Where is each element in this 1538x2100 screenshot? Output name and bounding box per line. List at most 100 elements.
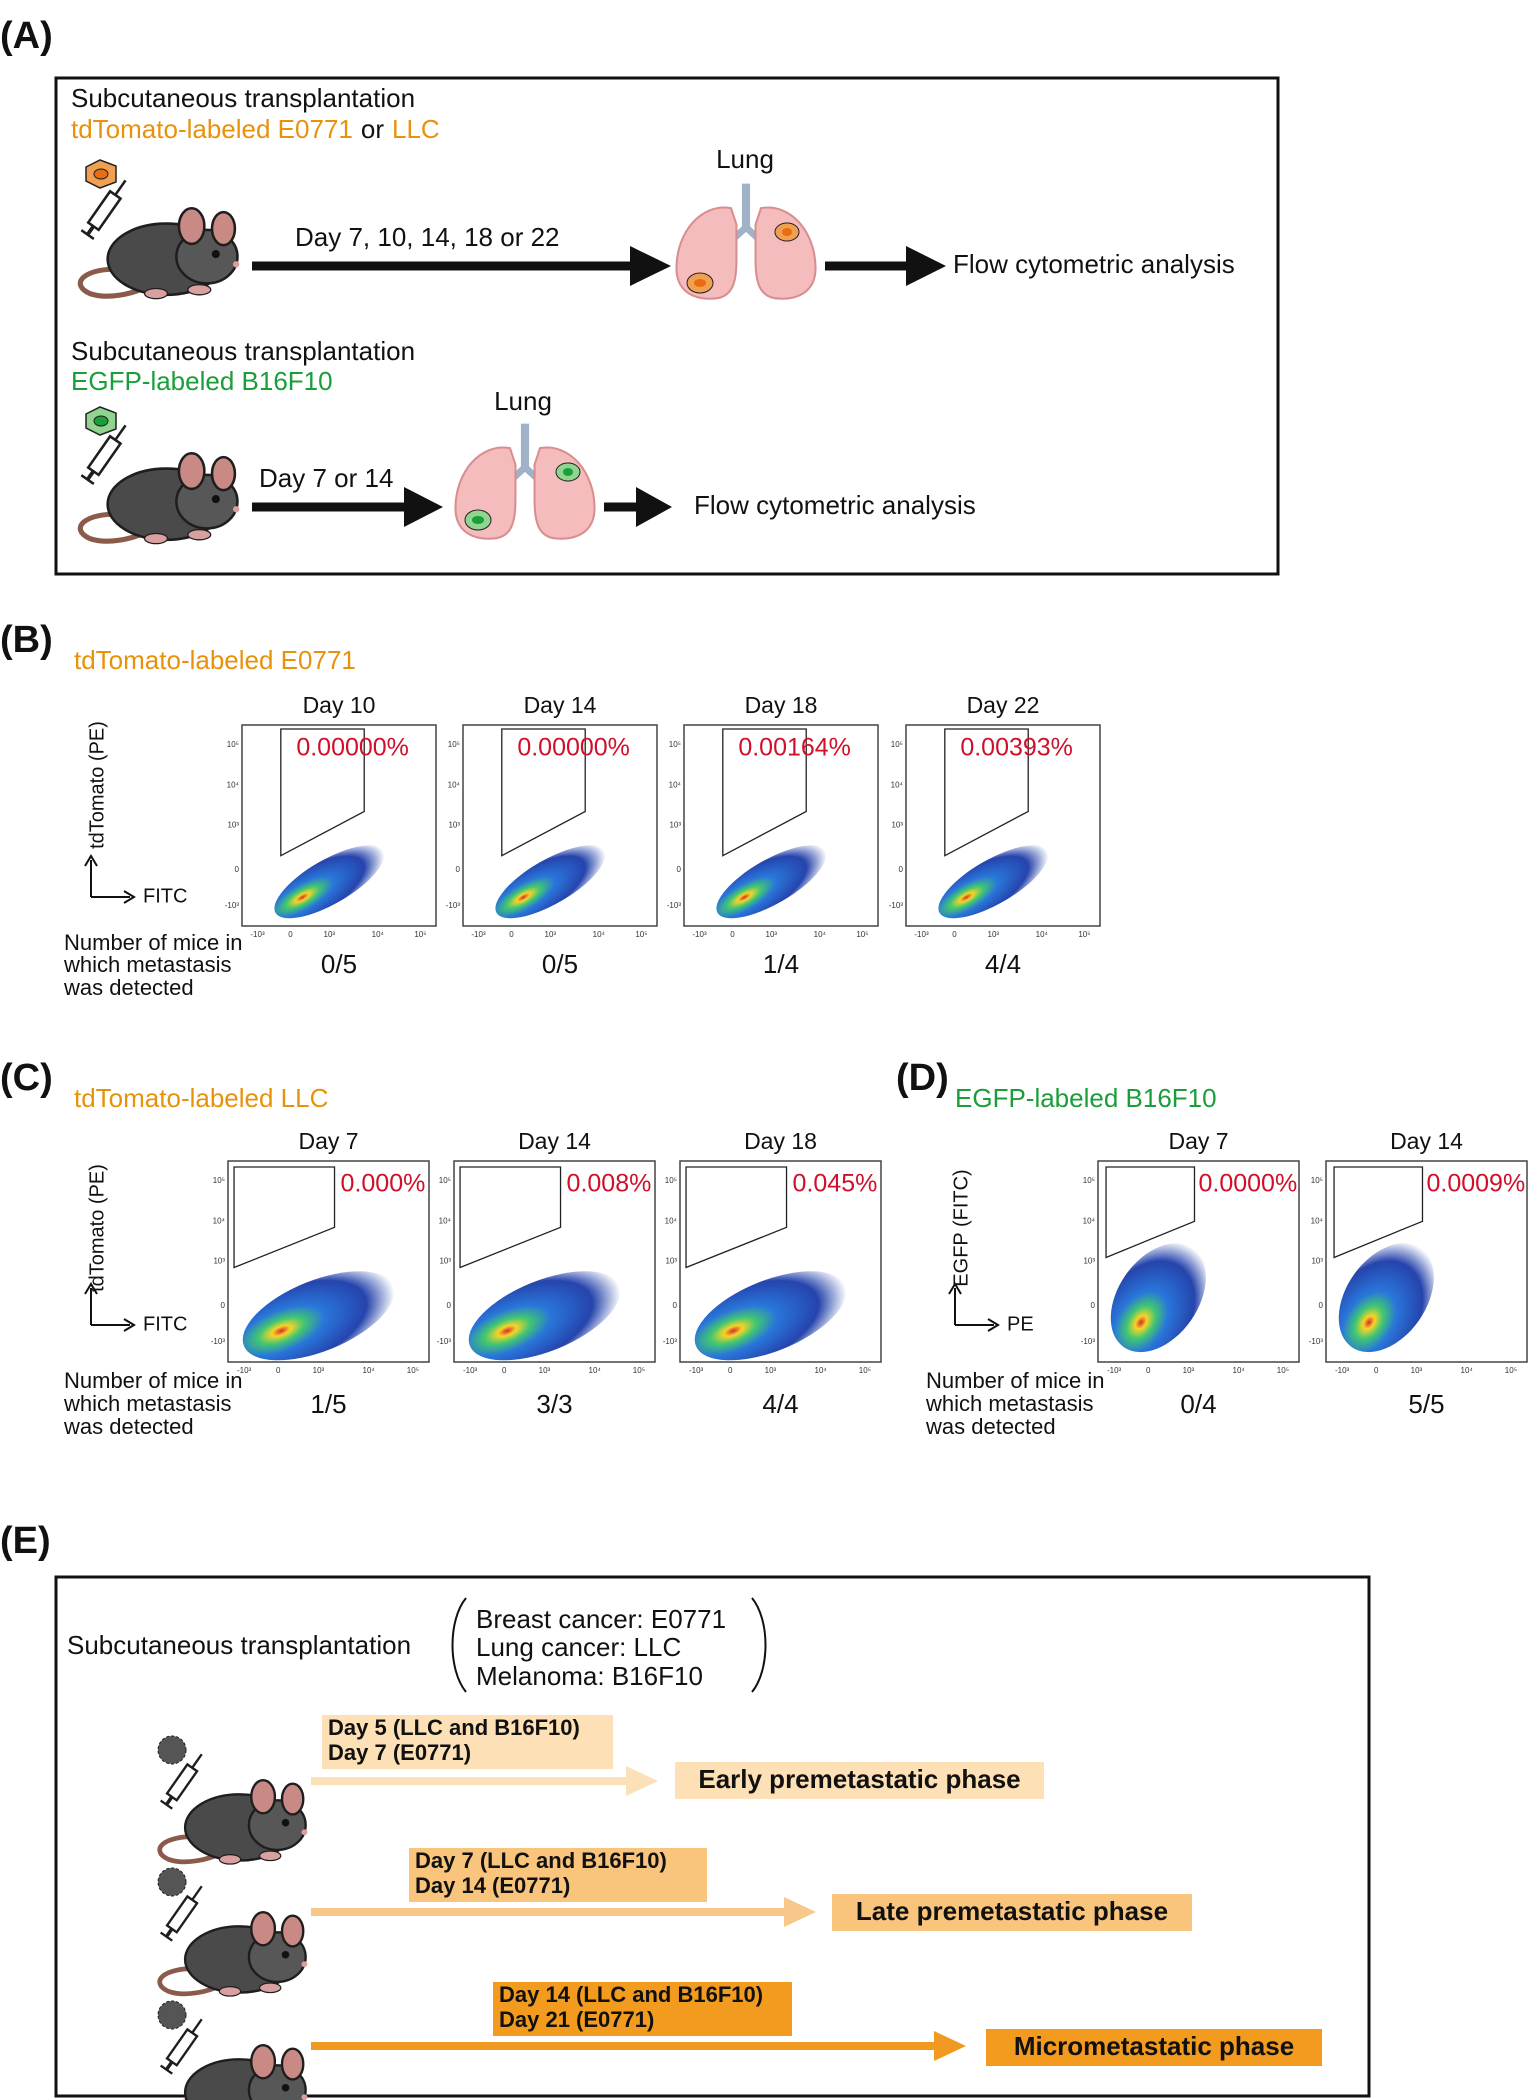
cell-cloud — [495, 845, 606, 919]
phase-name: Late premetastatic phase — [856, 1896, 1168, 1926]
panel-title: EGFP-labeled B16F10 — [955, 1083, 1217, 1113]
x-tick-label: -10³ — [1335, 1366, 1350, 1375]
row-label: Number of mice in — [926, 1368, 1105, 1393]
x-tick-label: 10³ — [313, 1366, 325, 1375]
row-label: which metastasis — [925, 1391, 1094, 1416]
y-tick-label: 0 — [447, 1301, 452, 1310]
phase-box — [832, 1894, 1192, 1931]
tumor-cell — [85, 159, 117, 189]
timing: Day 7, 10, 14, 18 or 22 — [295, 222, 560, 252]
panel-label: (C) — [0, 1057, 53, 1099]
phase-name: Early premetastatic phase — [698, 1764, 1020, 1794]
mouse-icon — [160, 2015, 308, 2100]
y-tick-label: 10³ — [1311, 1257, 1323, 1266]
phase-arrow-head — [934, 2031, 966, 2061]
cell-cloud — [716, 845, 827, 919]
timing-box — [322, 1715, 613, 1769]
flow-plot: Day 14 0.0009% 5/5 10⁵ 10⁴ 10³ 0 -10³ -10³ 0 10³ 10… — [1309, 1128, 1528, 1419]
row-label: which metastasis — [63, 1391, 232, 1416]
panel-label: (E) — [0, 1520, 51, 1562]
y-tick-label: 10⁵ — [669, 740, 681, 749]
y-tick-label: 10⁴ — [213, 1216, 226, 1225]
flow-plot: Day 14 0.008% 3/3 10⁵ 10⁴ 10³ 0 -10³ -10³ 0 10³ 10⁴… — [437, 1128, 656, 1419]
y-tick-label: 10³ — [213, 1257, 225, 1266]
cell-line: tdTomato-labeled E0771 — [71, 114, 353, 144]
y-tick-label: 10⁴ — [665, 1216, 678, 1225]
x-tick-label: 10⁴ — [363, 1366, 376, 1375]
y-axis-label: tdTomato (PE) — [86, 1164, 108, 1292]
y-tick-label: 10⁴ — [891, 780, 904, 789]
cell-cloud — [694, 1271, 847, 1361]
timing: Day 7 (LLC and B16F10) — [415, 1848, 667, 1873]
x-tick-label: 0 — [509, 930, 514, 939]
analysis: Flow cytometric analysis — [953, 249, 1235, 279]
x-tick-label: 0 — [1146, 1366, 1151, 1375]
x-tick-label: -10³ — [692, 930, 707, 939]
x-tick-label: 10⁴ — [815, 1366, 828, 1375]
mouse-icon — [80, 176, 239, 299]
timing-box — [493, 1982, 792, 2036]
timing: Day 14 (LLC and B16F10) — [499, 1982, 763, 2007]
day-label: Day 22 — [967, 692, 1040, 718]
flow-plot: Day 7 0.000% 1/5 10⁵ 10⁴ 10³ 0 -10³ -10³ 0 10³ 10⁴ 1… — [211, 1128, 430, 1419]
bracket — [451, 1597, 467, 1693]
day-label: Day 14 — [1390, 1128, 1463, 1154]
x-tick-label: 10⁵ — [407, 1366, 419, 1375]
flow-plot: Day 10 0.00000% 0/5 10⁵ 10⁴ 10³ 0 -10³ -10³ 0 10³ 1… — [225, 692, 437, 979]
day-label: Day 18 — [744, 1128, 817, 1154]
day-label: Day 7 — [1168, 1128, 1228, 1154]
cell-cloud — [274, 845, 385, 919]
x-tick-label: 10⁵ — [414, 930, 426, 939]
day-label: Day 7 — [298, 1128, 358, 1154]
x-tick-label: 10⁵ — [635, 930, 647, 939]
organ: Lung — [494, 386, 552, 416]
y-tick-label: 10³ — [448, 821, 460, 830]
y-tick-label: -10³ — [663, 1337, 678, 1346]
flow-plot: Day 14 0.00000% 0/5 10⁵ 10⁴ 10³ 0 -10³ -10³ 0 10³ 1… — [446, 692, 658, 979]
x-tick-label: 10⁴ — [1461, 1366, 1474, 1375]
x-tick-label: 10⁴ — [372, 930, 385, 939]
timing: Day 7 or 14 — [259, 463, 393, 493]
mice-count: 4/4 — [762, 1389, 798, 1419]
x-tick-label: 10⁵ — [859, 1366, 871, 1375]
x-tick-label: 10⁴ — [1036, 930, 1049, 939]
row-label: was detected — [63, 1414, 194, 1439]
row-label: was detected — [925, 1414, 1056, 1439]
x-tick-label: 0 — [288, 930, 293, 939]
cell-cloud — [938, 845, 1049, 919]
y-tick-label: 0 — [673, 1301, 678, 1310]
mice-count: 4/4 — [985, 949, 1021, 979]
mouse-icon — [80, 421, 239, 544]
y-tick-label: 10⁵ — [439, 1176, 451, 1185]
gate-percent: 0.00000% — [296, 734, 409, 762]
gate — [1105, 1166, 1196, 1259]
timing: Day 5 (LLC and B16F10) — [328, 1715, 580, 1740]
x-tick-label: 10³ — [988, 930, 1000, 939]
y-tick-label: 10⁵ — [1311, 1176, 1323, 1185]
heading: Subcutaneous transplantation — [67, 1630, 411, 1660]
arrow — [252, 487, 443, 527]
x-tick-label: 10⁵ — [856, 930, 868, 939]
x-tick-label: 10³ — [539, 1366, 551, 1375]
panel-label: (D) — [896, 1057, 949, 1099]
mice-count: 0/4 — [1180, 1389, 1216, 1419]
x-tick-label: 10³ — [766, 930, 778, 939]
y-tick-label: 10⁴ — [227, 780, 240, 789]
x-tick-label: 10⁵ — [633, 1366, 645, 1375]
gate — [1333, 1166, 1424, 1259]
gate-percent: 0.00393% — [960, 734, 1073, 762]
model: Melanoma: B16F10 — [476, 1661, 703, 1691]
y-tick-label: 0 — [235, 865, 240, 874]
gate — [722, 728, 807, 857]
organ: Lung — [716, 144, 774, 174]
cell-cloud — [468, 1271, 621, 1361]
panel-label: (A) — [0, 15, 53, 57]
y-tick-label: 0 — [899, 865, 904, 874]
y-tick-label: 10⁴ — [669, 780, 682, 789]
x-tick-label: 10³ — [545, 930, 557, 939]
cell-cloud — [1338, 1243, 1434, 1353]
x-tick-label: 10⁵ — [1505, 1366, 1517, 1375]
y-tick-label: -10³ — [446, 901, 461, 910]
tumor-cell — [85, 406, 117, 436]
x-tick-label: 10⁴ — [1233, 1366, 1246, 1375]
